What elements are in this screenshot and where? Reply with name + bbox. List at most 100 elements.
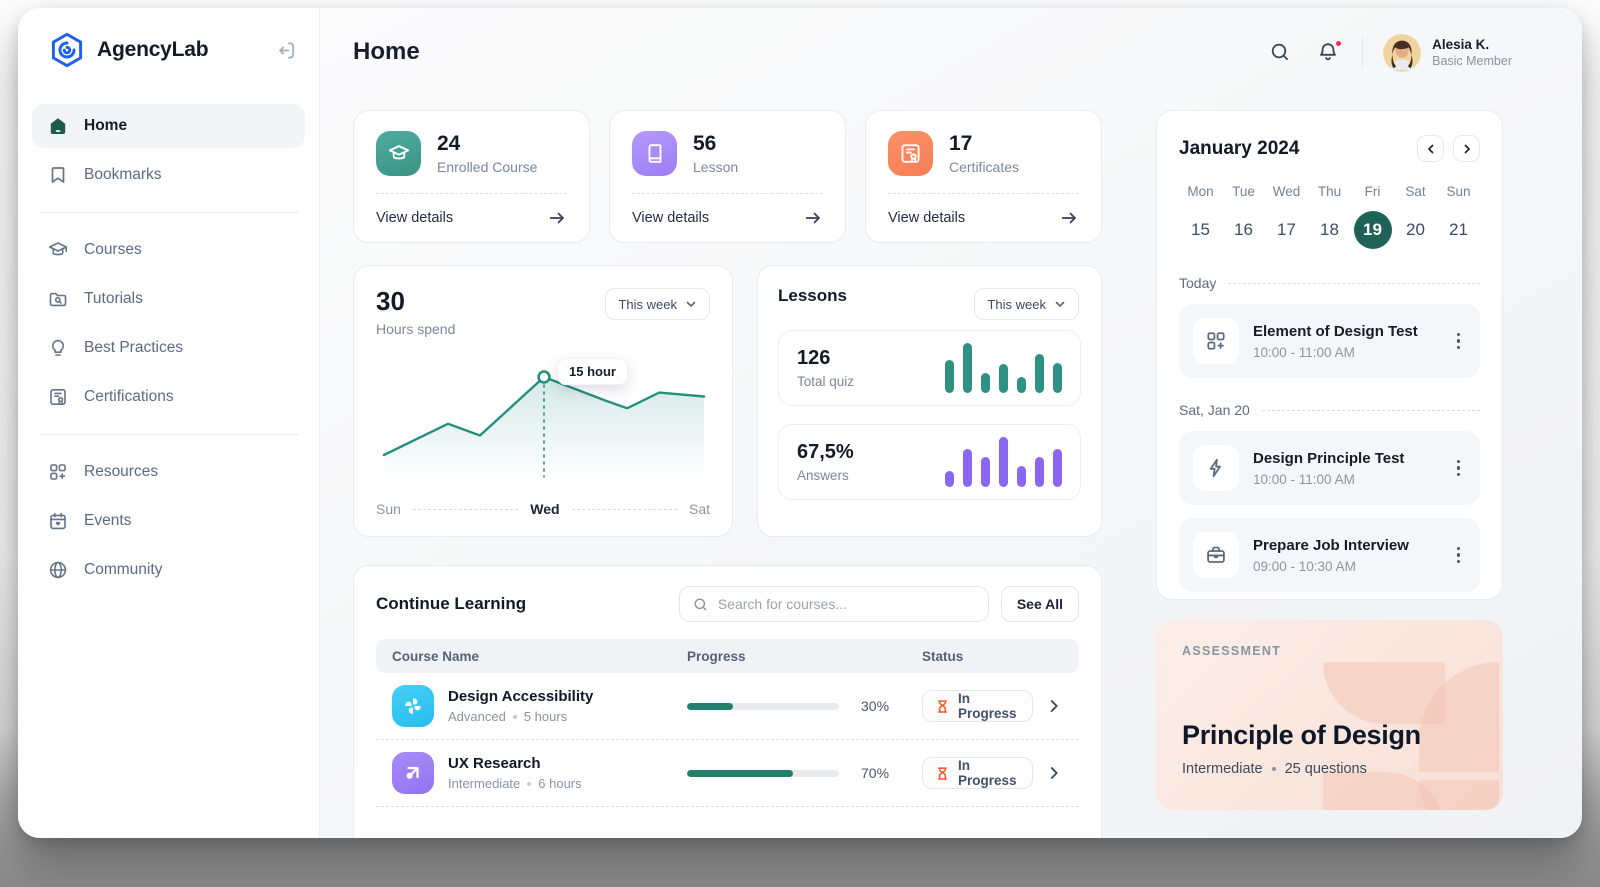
saturday-divider: Sat, Jan 20 [1179, 402, 1480, 418]
chevron-right-icon[interactable] [1045, 764, 1063, 782]
sidebar: AgencyLab Home Bookmarks [18, 8, 320, 838]
header-divider [1362, 37, 1364, 69]
continue-learning-card: Continue Learning See All Course Name Pr… [353, 565, 1102, 838]
search-input[interactable] [717, 596, 976, 612]
date-cell[interactable]: 21 [1449, 220, 1468, 239]
date-cell[interactable]: 16 [1234, 220, 1253, 239]
sidebar-item-label: Bookmarks [84, 166, 162, 183]
course-name: UX Research [448, 755, 541, 772]
lessons-filter-dropdown[interactable]: This week [974, 288, 1079, 320]
arrow-right-icon [1059, 208, 1079, 228]
arrow-right-icon [547, 208, 567, 228]
stat-label: Certificates [949, 159, 1020, 175]
notifications-bell-icon[interactable] [1316, 39, 1344, 66]
assessment-title: Principle of Design [1182, 720, 1421, 750]
notification-dot [1334, 39, 1344, 48]
table-header: Course Name Progress Status [376, 639, 1079, 673]
saturday-label: Sat, Jan 20 [1179, 402, 1250, 418]
assessment-tag: ASSESSMENT [1182, 644, 1282, 658]
sidebar-item-community[interactable]: Community [32, 548, 305, 592]
book-icon [632, 131, 677, 176]
chart-tooltip: 15 hour [557, 358, 628, 386]
calendar-card: January 2024 Mon Tue Wed Thu Fri Sat Sun 15 16… [1156, 110, 1503, 600]
lessons-title: Lessons [778, 286, 847, 305]
calendar-prev-button[interactable] [1417, 135, 1444, 162]
calendar-next-button[interactable] [1453, 135, 1480, 162]
hours-x-axis: Sun Wed Sat [376, 501, 710, 517]
home-icon [48, 116, 69, 137]
progress-percent: 70% [861, 765, 890, 781]
quiz-value: 126 [797, 347, 831, 369]
brand-name: AgencyLab [97, 38, 209, 61]
event-title: Element of Design Test [1253, 322, 1418, 340]
event-prepare-job-interview[interactable]: Prepare Job Interview 09:00 - 10:30 AM [1179, 518, 1480, 592]
sidebar-item-tutorials[interactable]: Tutorials [32, 277, 305, 321]
row-divider [376, 806, 1079, 807]
event-time: 10:00 - 11:00 AM [1253, 471, 1355, 487]
sidebar-item-resources[interactable]: Resources [32, 450, 305, 494]
chevron-down-icon [1054, 298, 1066, 310]
status-badge: In Progress [922, 690, 1033, 722]
event-element-of-design[interactable]: Element of Design Test 10:00 - 11:00 AM [1179, 304, 1480, 378]
sidebar-item-home[interactable]: Home [32, 104, 305, 148]
hours-line-chart: 15 hour [376, 349, 712, 499]
lightning-icon [1193, 445, 1239, 491]
globe-icon [48, 560, 69, 581]
today-divider: Today [1179, 275, 1480, 291]
stat-value: 24 [437, 132, 461, 155]
sidebar-divider [38, 212, 299, 213]
hourglass-icon [935, 766, 950, 781]
date-cell[interactable]: 15 [1191, 220, 1210, 239]
event-menu-icon[interactable] [1451, 329, 1467, 354]
ux-research-icon [392, 752, 434, 794]
app-window: AgencyLab Home Bookmarks [18, 8, 1582, 838]
answers-value: 67,5% [797, 441, 854, 463]
date-row: 15 16 17 18 19 20 21 [1179, 211, 1480, 249]
stat-card-certificates: 17 Certificates View details [865, 110, 1102, 243]
quiz-label: Total quiz [797, 374, 855, 389]
event-menu-icon[interactable] [1451, 456, 1467, 481]
event-menu-icon[interactable] [1451, 543, 1467, 568]
search-icon[interactable] [1268, 40, 1294, 66]
stat-card-lessons: 56 Lesson View details [609, 110, 846, 243]
progress-bar [687, 769, 839, 777]
chevron-right-icon[interactable] [1045, 697, 1063, 715]
event-design-principle[interactable]: Design Principle Test 10:00 - 11:00 AM [1179, 431, 1480, 505]
sidebar-item-courses[interactable]: Courses [32, 228, 305, 272]
course-meta: Intermediate 6 hours [448, 776, 582, 791]
view-details-link[interactable]: View details [632, 193, 823, 241]
date-cell[interactable]: 18 [1320, 220, 1339, 239]
sidebar-item-label: Community [84, 561, 163, 578]
table-row[interactable]: Design Accessibility Advanced 5 hours 30%… [376, 673, 1079, 739]
hours-value: 30 [376, 286, 405, 316]
avatar[interactable] [1383, 34, 1422, 72]
design-accessibility-icon [392, 685, 434, 727]
progress-percent: 30% [861, 698, 890, 714]
see-all-button[interactable]: See All [1000, 586, 1079, 622]
date-cell-selected[interactable]: 19 [1351, 211, 1394, 249]
date-cell[interactable]: 17 [1277, 220, 1296, 239]
date-cell[interactable]: 20 [1406, 220, 1425, 239]
row-divider [376, 739, 1079, 740]
view-details-link[interactable]: View details [376, 193, 567, 241]
view-details-link[interactable]: View details [888, 193, 1079, 241]
assessment-card[interactable]: ASSESSMENT Principle of Design Intermedi… [1156, 620, 1503, 810]
answers-card: 67,5% Answers [778, 424, 1081, 500]
table-row[interactable]: UX Research Intermediate 6 hours 70% In P… [376, 740, 1079, 806]
assessment-meta: Intermediate 25 questions [1182, 761, 1367, 777]
arrow-right-icon [803, 208, 823, 228]
sidebar-item-events[interactable]: Events [32, 499, 305, 543]
sidebar-item-bookmarks[interactable]: Bookmarks [32, 153, 305, 197]
sidebar-item-certifications[interactable]: Certifications [32, 375, 305, 419]
brand: AgencyLab [32, 28, 305, 72]
briefcase-icon [1193, 532, 1239, 578]
grid-plus-icon [48, 462, 69, 483]
collapse-sidebar-icon[interactable] [273, 37, 299, 63]
column-progress: Progress [687, 648, 746, 664]
quiz-bar-chart [945, 343, 1062, 393]
stat-card-enrolled: 24 Enrolled Course View details [353, 110, 590, 243]
hours-filter-dropdown[interactable]: This week [605, 288, 710, 320]
sidebar-item-best-practices[interactable]: Best Practices [32, 326, 305, 370]
bookmark-icon [48, 165, 69, 186]
stat-value: 56 [693, 132, 717, 155]
